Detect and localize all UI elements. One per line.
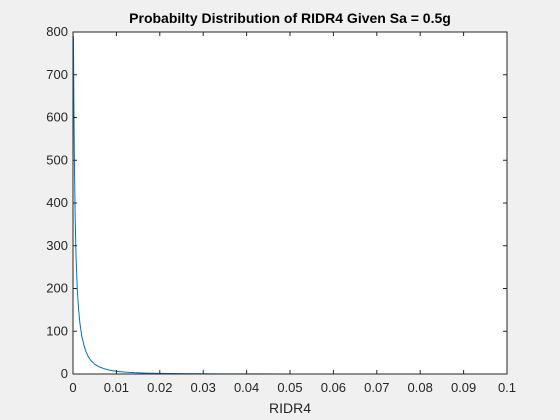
y-tick-label: 200 xyxy=(46,281,68,296)
x-tick-label: 0.09 xyxy=(451,380,476,395)
y-tick-label: 400 xyxy=(46,195,68,210)
x-tick-label: 0.05 xyxy=(277,380,302,395)
x-tick-label: 0.03 xyxy=(191,380,216,395)
y-tick-label: 100 xyxy=(46,323,68,338)
x-tick-label: 0.02 xyxy=(147,380,172,395)
y-tick-label: 600 xyxy=(46,110,68,125)
y-tick-label: 300 xyxy=(46,238,68,253)
plot-area xyxy=(73,32,507,374)
x-tick-label: 0.01 xyxy=(104,380,129,395)
x-tick-label: 0 xyxy=(69,380,76,395)
x-tick-label: 0.1 xyxy=(498,380,516,395)
y-tick-label: 0 xyxy=(61,366,68,381)
x-tick-label: 0.04 xyxy=(234,380,259,395)
x-axis-label: RIDR4 xyxy=(269,400,311,416)
x-tick-label: 0.07 xyxy=(364,380,389,395)
x-tick-label: 0.08 xyxy=(408,380,433,395)
y-tick-label: 800 xyxy=(46,24,68,39)
y-tick-label: 700 xyxy=(46,67,68,82)
chart-title: Probabilty Distribution of RIDR4 Given S… xyxy=(129,10,451,26)
y-tick-label: 500 xyxy=(46,152,68,167)
x-tick-label: 0.06 xyxy=(321,380,346,395)
